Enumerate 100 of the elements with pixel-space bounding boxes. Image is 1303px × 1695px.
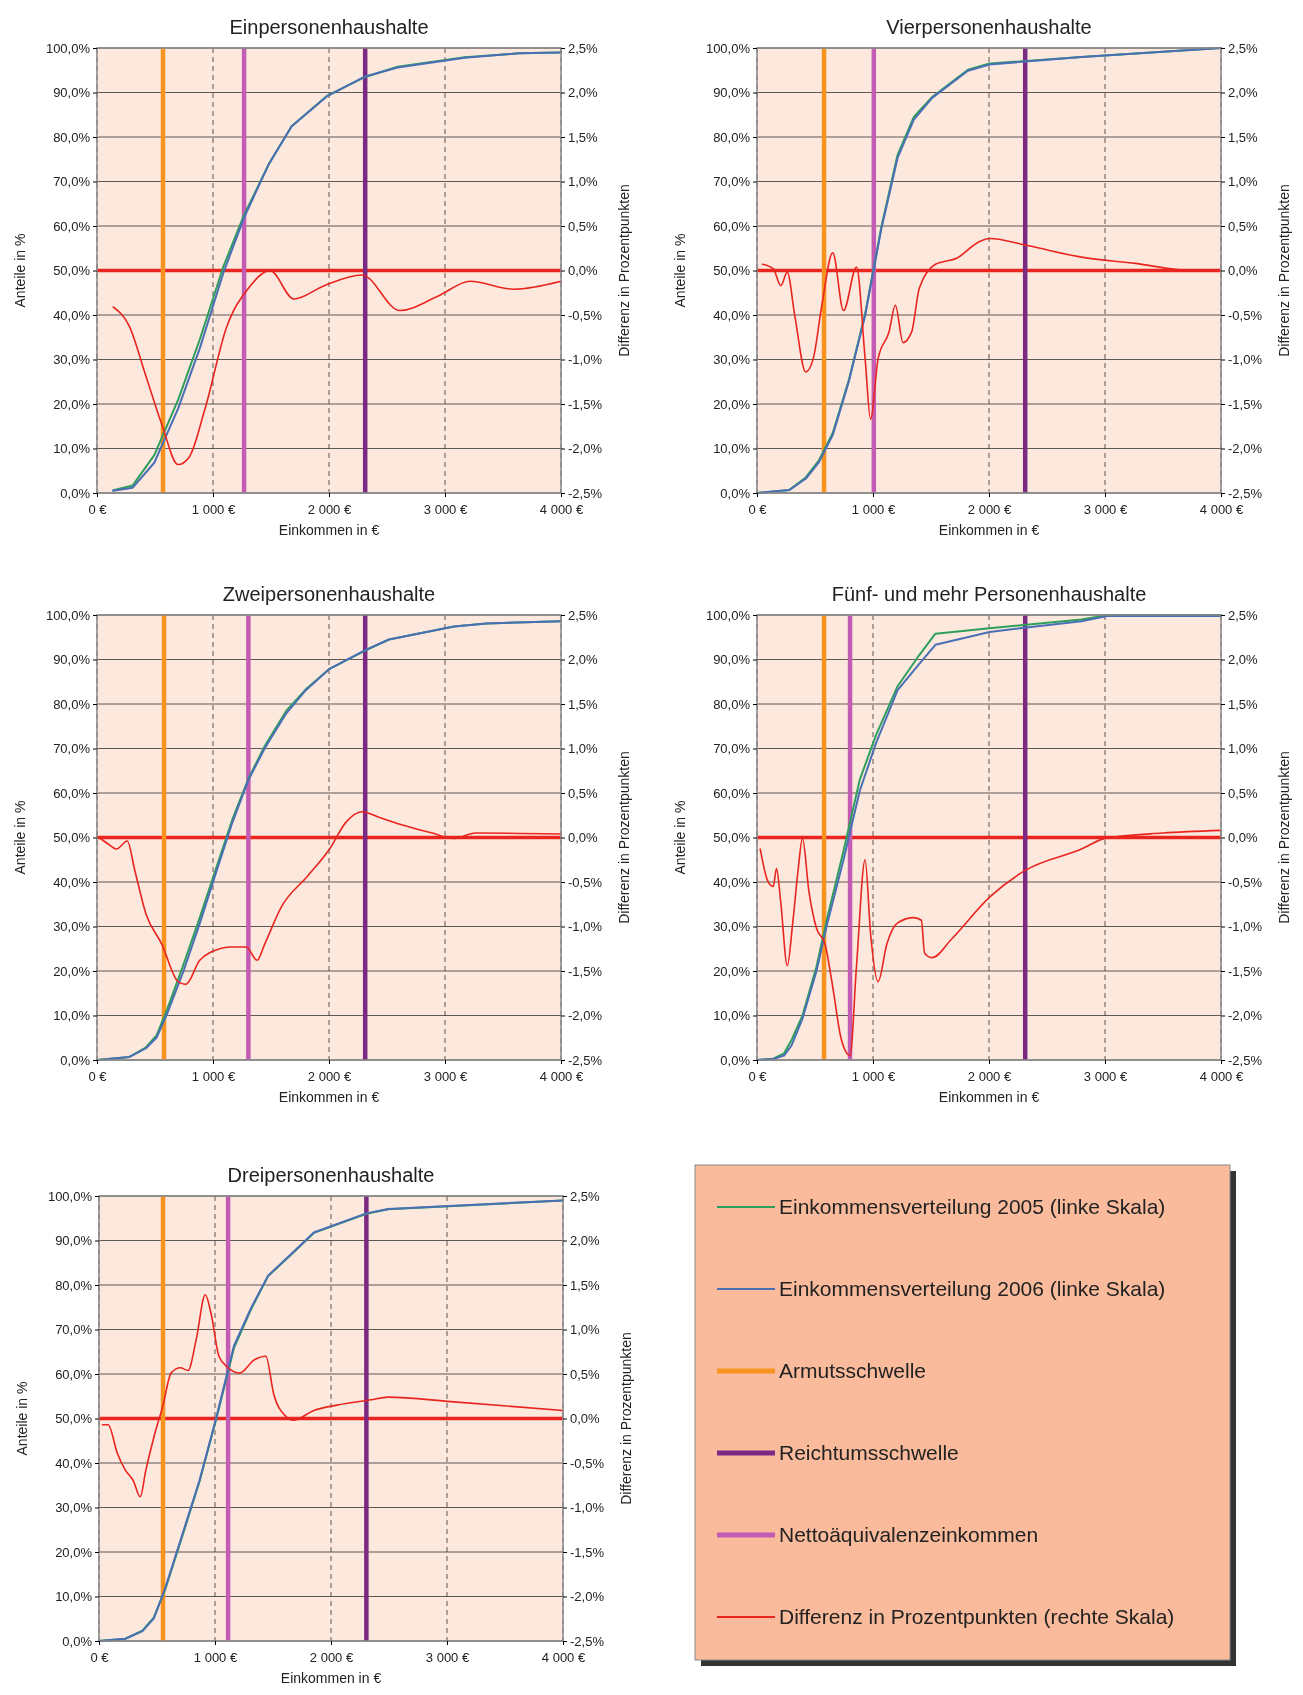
y2-tick-label: 1,0% <box>1228 174 1259 190</box>
x-tick-label: 1 000 € <box>851 502 896 518</box>
x-tick-label: 3 000 € <box>423 502 468 518</box>
y2-tick-label: -0,5% <box>1228 874 1263 890</box>
y2-tick-label: 2,0% <box>1228 652 1259 668</box>
y2-tick-label: -0,5% <box>568 307 603 323</box>
y-tick-label: 90,0% <box>713 652 751 668</box>
y2-tick-label: 1,5% <box>568 696 599 712</box>
y2-tick-label: 2,5% <box>1228 607 1259 623</box>
x-tick-label: 0 € <box>748 502 768 518</box>
y2-tick-label: -2,0% <box>570 1589 605 1605</box>
y-tick-label: 30,0% <box>53 352 91 368</box>
y-tick-label: 40,0% <box>713 307 751 323</box>
y-tick-label: 40,0% <box>53 307 91 323</box>
y-tick-label: 30,0% <box>55 1500 93 1516</box>
y-tick-label: 100,0% <box>705 607 751 623</box>
y2-tick-label: 1,0% <box>570 1322 601 1338</box>
y-tick-label: 0,0% <box>62 1633 93 1649</box>
y2-tick-label: 0,0% <box>568 263 599 279</box>
y2-axis-title: Differenz in Prozentpunkten <box>616 184 632 357</box>
y-tick-label: 50,0% <box>713 263 751 279</box>
chart-title: Zweipersonenhaushalte <box>222 583 436 605</box>
y-tick-label: 30,0% <box>53 919 91 935</box>
y-tick-label: 20,0% <box>53 963 91 979</box>
y-tick-label: 60,0% <box>55 1366 93 1382</box>
legend-label: Nettoäquivalenzeinkommen <box>779 1523 1039 1546</box>
y2-axis-title: Differenz in Prozentpunkten <box>618 1332 634 1505</box>
y-tick-label: 0,0% <box>720 1052 751 1068</box>
x-tick-label: 1 000 € <box>191 502 236 518</box>
x-tick-label: 3 000 € <box>425 1650 470 1666</box>
x-tick-label: 2 000 € <box>307 1069 352 1085</box>
y-tick-label: 70,0% <box>55 1322 93 1338</box>
y2-axis-title: Differenz in Prozentpunkten <box>1276 751 1292 924</box>
y2-tick-label: -1,0% <box>570 1500 605 1516</box>
y2-tick-label: -2,5% <box>570 1633 605 1649</box>
y2-tick-label: -1,0% <box>1228 352 1263 368</box>
y-tick-label: 100,0% <box>47 1188 93 1204</box>
x-tick-label: 1 000 € <box>851 1069 896 1085</box>
y-tick-label: 100,0% <box>705 40 751 56</box>
y-tick-label: 10,0% <box>713 1008 751 1024</box>
y-tick-label: 70,0% <box>713 741 751 757</box>
x-tick-label: 2 000 € <box>307 502 352 518</box>
x-axis-title: Einkommen in € <box>938 1089 1040 1105</box>
chart-title: Dreipersonenhaushalte <box>227 1164 435 1186</box>
y2-tick-label: 0,0% <box>1228 830 1259 846</box>
y2-tick-label: -0,5% <box>568 874 603 890</box>
x-tick-label: 4 000 € <box>1199 502 1244 518</box>
y-tick-label: 30,0% <box>713 919 751 935</box>
y-tick-label: 20,0% <box>713 963 751 979</box>
y2-tick-label: 0,0% <box>1228 263 1259 279</box>
x-tick-label: 4 000 € <box>541 1650 586 1666</box>
x-tick-label: 2 000 € <box>967 1069 1012 1085</box>
y-tick-label: 90,0% <box>713 85 751 101</box>
y2-tick-label: 2,5% <box>570 1188 601 1204</box>
y2-tick-label: 2,0% <box>568 85 599 101</box>
y-axis-title: Anteile in % <box>12 800 28 875</box>
y-tick-label: 100,0% <box>45 607 91 623</box>
y2-tick-label: -2,5% <box>568 1052 603 1068</box>
y2-tick-label: -2,0% <box>568 441 603 457</box>
y2-tick-label: -0,5% <box>570 1455 605 1471</box>
y-tick-label: 80,0% <box>53 696 91 712</box>
x-tick-label: 0 € <box>88 502 108 518</box>
y-tick-label: 50,0% <box>55 1411 93 1427</box>
y-tick-label: 50,0% <box>53 263 91 279</box>
y2-tick-label: -2,0% <box>1228 441 1263 457</box>
x-tick-label: 0 € <box>748 1069 768 1085</box>
y2-tick-label: 0,0% <box>568 830 599 846</box>
line-series <box>101 1293 564 1498</box>
y-tick-label: 80,0% <box>713 129 751 145</box>
y-tick-label: 20,0% <box>53 396 91 412</box>
y2-tick-label: 1,5% <box>568 129 599 145</box>
x-tick-label: 0 € <box>88 1069 108 1085</box>
line-series <box>759 829 1222 1057</box>
y-tick-label: 20,0% <box>55 1544 93 1560</box>
y-tick-label: 40,0% <box>55 1455 93 1471</box>
y2-tick-label: -1,5% <box>570 1544 605 1560</box>
line-series <box>112 51 562 492</box>
y-axis-title: Anteile in % <box>14 1381 30 1456</box>
y-tick-label: 0,0% <box>720 485 751 501</box>
legend-label: Einkommensverteilung 2006 (linke Skala) <box>779 1277 1166 1300</box>
chart-title: Vierpersonenhaushalte <box>886 16 1092 38</box>
y2-tick-label: -1,0% <box>568 352 603 368</box>
y2-tick-label: 2,0% <box>1228 85 1259 101</box>
y2-tick-label: 0,0% <box>570 1411 601 1427</box>
x-tick-label: 4 000 € <box>539 502 584 518</box>
legend-label: Differenz in Prozentpunkten (rechte Skala) <box>779 1605 1175 1628</box>
y2-tick-label: 0,5% <box>1228 218 1259 234</box>
y-tick-label: 0,0% <box>60 485 91 501</box>
y-tick-label: 30,0% <box>713 352 751 368</box>
x-tick-label: 3 000 € <box>1083 502 1128 518</box>
y2-tick-label: 0,5% <box>568 785 599 801</box>
legend-label: Reichtumsschwelle <box>779 1441 959 1464</box>
y2-tick-label: -1,5% <box>1228 396 1263 412</box>
y-tick-label: 90,0% <box>53 85 91 101</box>
y2-tick-label: -2,5% <box>568 485 603 501</box>
y-tick-label: 80,0% <box>713 696 751 712</box>
legend-label: Einkommensverteilung 2005 (linke Skala) <box>779 1195 1166 1218</box>
y-tick-label: 90,0% <box>55 1233 93 1249</box>
y2-tick-label: -1,0% <box>1228 919 1263 935</box>
y2-tick-label: -1,5% <box>568 396 603 412</box>
